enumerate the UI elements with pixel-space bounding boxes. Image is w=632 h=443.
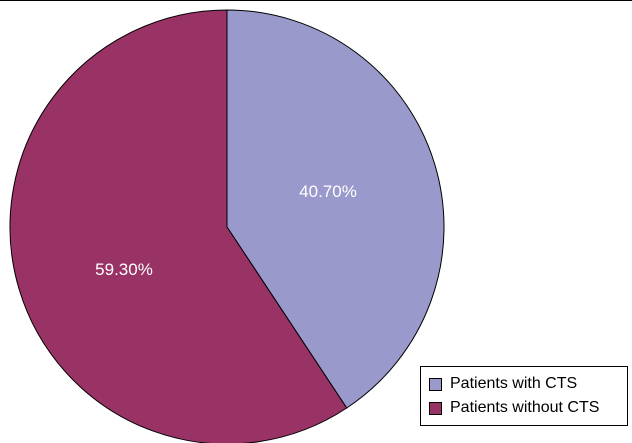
legend-label-without-cts: Patients without CTS bbox=[450, 399, 600, 416]
legend-swatch-without-cts bbox=[429, 401, 442, 415]
label-without-cts: 59.30% bbox=[95, 260, 153, 279]
legend-label-with-cts: Patients with CTS bbox=[450, 375, 578, 392]
label-with-cts: 40.70% bbox=[299, 182, 357, 201]
legend-item-with-cts: Patients with CTS bbox=[429, 372, 627, 396]
legend: Patients with CTS Patients without CTS bbox=[420, 366, 628, 426]
legend-swatch-with-cts bbox=[429, 377, 442, 391]
top-rule bbox=[0, 0, 632, 1]
legend-item-without-cts: Patients without CTS bbox=[429, 396, 627, 420]
slice-without-cts bbox=[9, 9, 348, 443]
